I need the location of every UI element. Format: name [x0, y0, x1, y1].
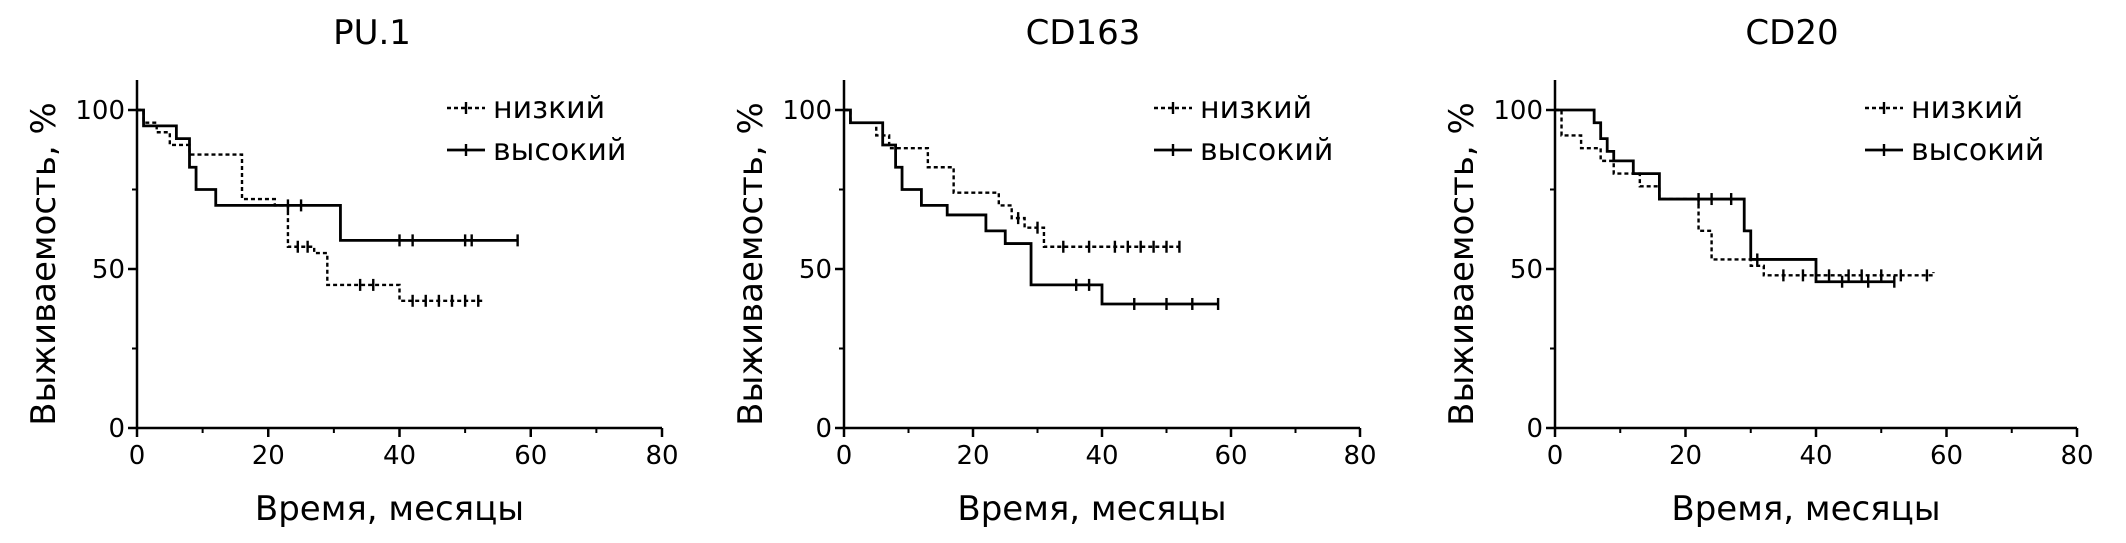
x-tick-label: 20: [956, 441, 989, 471]
x-tick-label: 60: [514, 441, 547, 471]
x-tick-label: 80: [645, 441, 678, 471]
x-tick-label: 80: [1343, 441, 1376, 471]
km-curve-low: [844, 108, 1180, 248]
y-tick-label: 100: [782, 96, 832, 126]
x-tick-label: 20: [252, 441, 285, 471]
x-tick-label: 60: [1214, 441, 1247, 471]
km-curve-high: [1555, 108, 1895, 284]
x-tick-label: 40: [1085, 441, 1118, 471]
series-high: высокий: [1555, 108, 2044, 288]
y-tick-label: 100: [75, 96, 125, 126]
chart-panel-2: CD163 0 50 100 0 20 40 60 80 Время, месяцы Выживае…: [731, 13, 1377, 529]
x-tick-label: 40: [383, 441, 416, 471]
y-tick-label: 50: [799, 255, 832, 285]
y-tick-label: 100: [1493, 96, 1543, 126]
km-curve-high: [137, 108, 518, 242]
y-tick-label: 0: [815, 414, 832, 444]
series-low: низкий: [1555, 91, 2023, 282]
chart-panel-1: PU.1 0 50 100 0 20 40 60 80 Время, месяцы Выживаем…: [24, 13, 679, 529]
x-tick-label: 60: [1930, 441, 1963, 471]
legend-label: высокий: [493, 133, 626, 168]
y-tick-label: 50: [1510, 255, 1543, 285]
x-axis-label: Время, месяцы: [1671, 489, 1940, 529]
series-high: высокий: [137, 108, 626, 247]
y-tick-label: 0: [108, 414, 125, 444]
x-axis-label: Время, месяцы: [957, 489, 1226, 529]
chart-title: CD20: [1745, 13, 1838, 53]
legend-label: низкий: [493, 91, 605, 126]
y-axis-label: Выживаемость, %: [1442, 102, 1482, 426]
legend-label: высокий: [1200, 133, 1333, 168]
x-tick-label: 20: [1669, 441, 1702, 471]
x-tick-label: 0: [129, 441, 146, 471]
chart-title: CD163: [1026, 13, 1141, 53]
series-high: высокий: [844, 108, 1333, 310]
y-tick-label: 0: [1526, 414, 1543, 444]
x-tick-label: 80: [2060, 441, 2093, 471]
series-low: низкий: [137, 91, 605, 307]
y-axis-label: Выживаемость, %: [731, 102, 771, 426]
y-tick-label: 50: [92, 255, 125, 285]
km-curve-high: [844, 108, 1219, 306]
x-tick-label: 0: [836, 441, 853, 471]
series-low: низкий: [844, 91, 1312, 253]
legend-label: низкий: [1200, 91, 1312, 126]
km-curve-low: [137, 108, 485, 302]
x-axis-label: Время, месяцы: [255, 489, 524, 529]
x-tick-label: 0: [1547, 441, 1564, 471]
chart-panel-3: CD20 0 50 100 0 20 40 60 80 Время, месяцы Выживаем…: [1442, 13, 2094, 529]
x-tick-label: 40: [1799, 441, 1832, 471]
km-curve-low: [1555, 108, 1935, 277]
y-axis-label: Выживаемость, %: [24, 102, 64, 426]
legend-label: низкий: [1911, 91, 2023, 126]
chart-title: PU.1: [333, 13, 411, 53]
legend-label: высокий: [1911, 133, 2044, 168]
